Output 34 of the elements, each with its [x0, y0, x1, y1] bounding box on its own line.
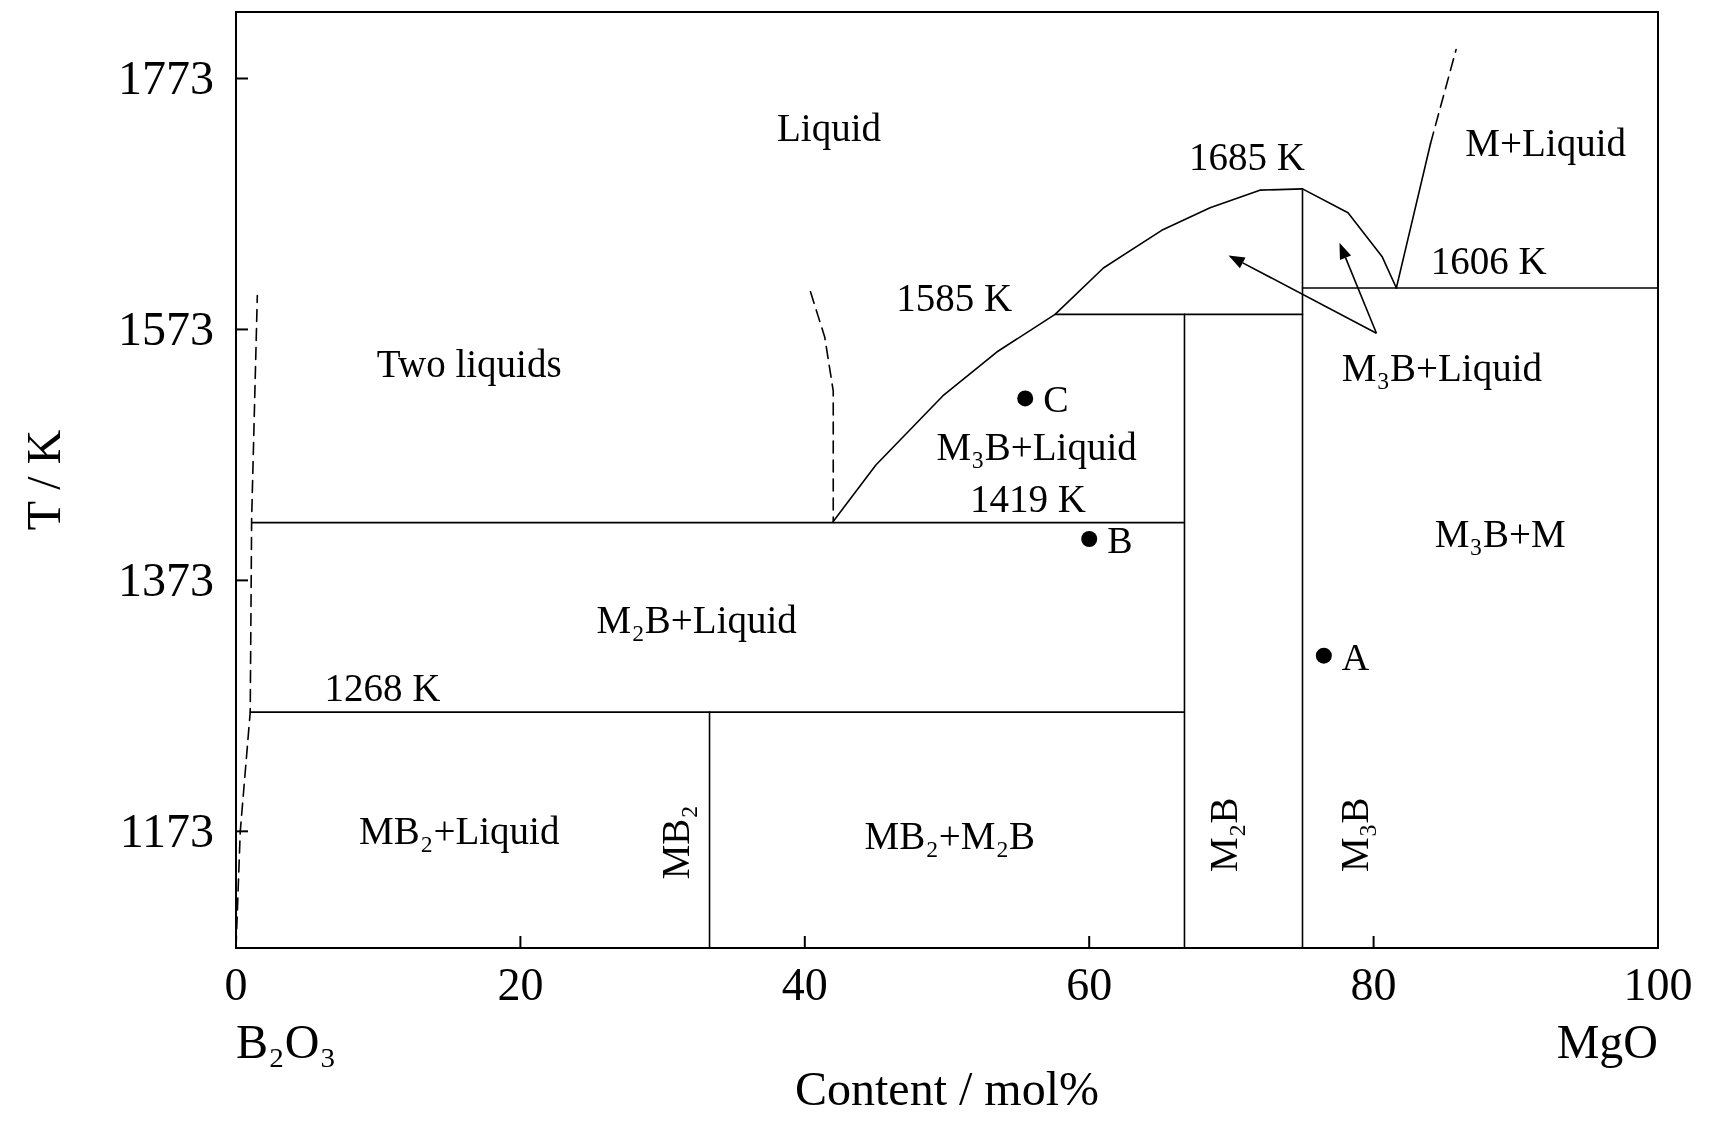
text: MgO: [1556, 1015, 1658, 1068]
annotation: Liquid: [776, 105, 882, 150]
annotation: 1685 K: [1189, 134, 1305, 178]
annotation: M₂B: [1201, 797, 1245, 872]
annotation: MB₂: [653, 805, 697, 880]
text: B₂O₃: [236, 1015, 337, 1068]
annotation: 1585 K: [896, 275, 1013, 319]
series-label: C: [1043, 378, 1069, 421]
series-label: B: [1107, 518, 1133, 561]
x-tick-label: 20: [497, 959, 544, 1010]
annotation: M₂B+Liquid: [596, 597, 798, 642]
annotation: 1268 K: [324, 665, 441, 709]
x-tick-label: 0: [224, 959, 248, 1010]
annotation: 1606 K: [1430, 238, 1547, 282]
y-tick-label: 1573: [118, 302, 214, 356]
x-tick-label: 80: [1350, 959, 1397, 1010]
annotation: M+Liquid: [1465, 120, 1627, 165]
x-tick-label: 100: [1623, 959, 1693, 1010]
annotation: M₃B+Liquid: [1341, 345, 1543, 390]
annotation: M₃B: [1332, 797, 1376, 872]
annotation: 1419 K: [970, 476, 1087, 520]
x-axis-title: Content / mol%: [795, 1062, 1099, 1115]
annotation: Two liquids: [376, 341, 562, 386]
y-tick-label: 1773: [118, 51, 214, 105]
annotation: M₃B+Liquid: [936, 424, 1138, 469]
x-tick-label: 40: [781, 959, 828, 1010]
x-tick-label: 60: [1066, 959, 1113, 1010]
annotation: MB₂+Liquid: [359, 808, 560, 853]
y-tick-label: 1373: [118, 553, 214, 607]
annotation: M₃B+M: [1434, 511, 1566, 555]
series-label: A: [1341, 635, 1370, 678]
y-tick-label: 1173: [119, 804, 214, 858]
annotation: MB₂+M₂B: [864, 813, 1036, 857]
y-axis-title: T / K: [17, 429, 70, 531]
